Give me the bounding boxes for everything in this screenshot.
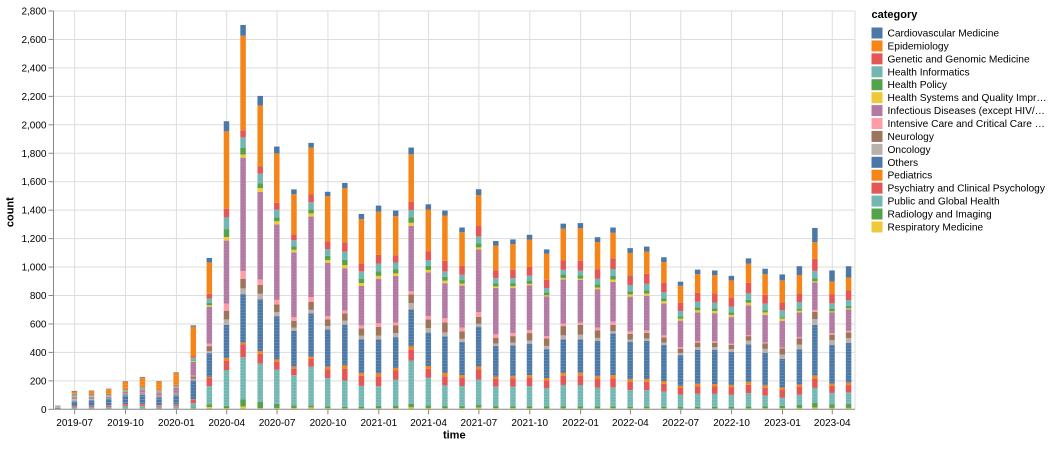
svg-text:count: count: [4, 197, 16, 227]
svg-text:2022-04: 2022-04: [612, 418, 649, 429]
svg-text:2,000: 2,000: [21, 120, 46, 131]
svg-text:Others: Others: [888, 158, 919, 169]
svg-text:Intensive Care and Critical Ca: Intensive Care and Critical Care …: [888, 119, 1045, 130]
svg-text:2,800: 2,800: [21, 7, 46, 18]
svg-text:1,200: 1,200: [21, 234, 46, 245]
svg-text:2020-01: 2020-01: [158, 418, 195, 429]
svg-text:2022-07: 2022-07: [662, 418, 699, 429]
svg-text:2021-07: 2021-07: [461, 418, 498, 429]
svg-text:800: 800: [30, 291, 47, 302]
svg-text:Genetic and Genomic Medicine: Genetic and Genomic Medicine: [888, 54, 1030, 65]
svg-text:time: time: [443, 430, 466, 442]
svg-text:Neurology: Neurology: [888, 132, 935, 143]
svg-text:1,000: 1,000: [21, 263, 46, 274]
svg-text:2021-04: 2021-04: [410, 418, 447, 429]
svg-text:2022-10: 2022-10: [713, 418, 750, 429]
svg-text:2023-01: 2023-01: [764, 418, 801, 429]
svg-text:2020-04: 2020-04: [208, 418, 245, 429]
svg-text:2022-01: 2022-01: [562, 418, 599, 429]
svg-text:category: category: [872, 9, 919, 21]
svg-text:2020-07: 2020-07: [259, 418, 296, 429]
svg-text:Pediatrics: Pediatrics: [888, 171, 933, 182]
svg-text:0: 0: [41, 405, 47, 416]
svg-text:1,400: 1,400: [21, 206, 46, 217]
svg-text:Psychiatry and Clinical Psycho: Psychiatry and Clinical Psychology: [888, 184, 1046, 195]
svg-text:2021-10: 2021-10: [511, 418, 548, 429]
svg-text:2021-01: 2021-01: [360, 418, 397, 429]
svg-text:Oncology: Oncology: [888, 145, 932, 156]
svg-text:400: 400: [30, 348, 47, 359]
svg-text:Radiology and Imaging: Radiology and Imaging: [888, 210, 993, 221]
svg-text:2,200: 2,200: [21, 92, 46, 103]
svg-text:Infectious Diseases (except HI: Infectious Diseases (except HIV/…: [888, 106, 1045, 117]
svg-text:Health Policy: Health Policy: [888, 80, 948, 91]
svg-text:2023-04: 2023-04: [814, 418, 851, 429]
svg-text:200: 200: [30, 376, 47, 387]
svg-text:2019-07: 2019-07: [56, 418, 93, 429]
svg-text:1,600: 1,600: [21, 177, 46, 188]
svg-text:600: 600: [30, 319, 47, 330]
svg-text:Health Systems and Quality Imp: Health Systems and Quality Impr…: [888, 93, 1047, 104]
svg-text:Public and Global Health: Public and Global Health: [888, 197, 1000, 208]
svg-text:Health Informatics: Health Informatics: [888, 67, 970, 78]
svg-text:Cardiovascular Medicine: Cardiovascular Medicine: [888, 29, 1000, 40]
svg-text:2,400: 2,400: [21, 63, 46, 74]
svg-text:1,800: 1,800: [21, 149, 46, 160]
svg-text:2,600: 2,600: [21, 35, 46, 46]
svg-text:Respiratory Medicine: Respiratory Medicine: [888, 222, 984, 233]
svg-text:Epidemiology: Epidemiology: [888, 41, 950, 52]
svg-text:2020-10: 2020-10: [310, 418, 347, 429]
svg-text:2019-10: 2019-10: [107, 418, 144, 429]
